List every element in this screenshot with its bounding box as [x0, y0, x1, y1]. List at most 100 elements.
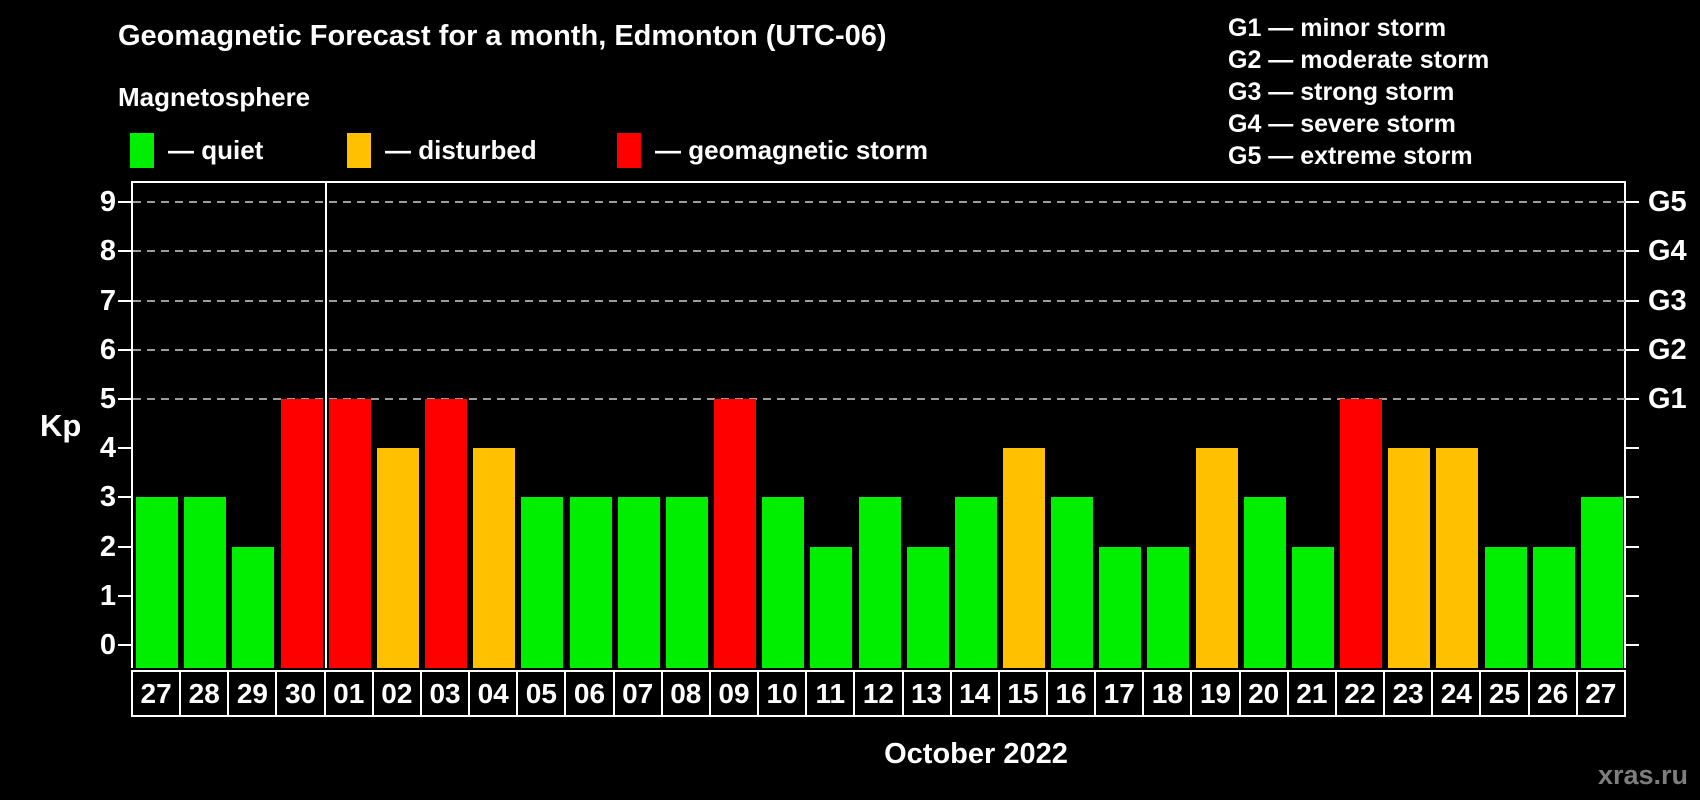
kp-bar — [762, 497, 805, 668]
date-cell: 10 — [757, 672, 805, 715]
date-cell: 30 — [275, 672, 323, 715]
gridline-kp5 — [133, 397, 1626, 400]
right-axis-tick — [1626, 397, 1639, 400]
date-cell: 14 — [949, 672, 998, 715]
date-cell: 18 — [1142, 672, 1190, 715]
kp-bar — [328, 398, 371, 668]
date-cell: 07 — [612, 672, 661, 715]
y-axis-tick — [118, 348, 131, 351]
kp-bar — [1388, 448, 1431, 668]
date-cell: 13 — [901, 672, 950, 715]
y-axis-title: Kp — [40, 408, 82, 443]
right-axis-label-g5: G5 — [1648, 186, 1687, 219]
y-axis-tick — [118, 447, 131, 450]
kp-bar — [665, 497, 708, 668]
date-cell: 17 — [1094, 672, 1142, 715]
date-cell: 26 — [1527, 672, 1576, 715]
y-axis-tick-label: 4 — [99, 432, 116, 465]
date-cell: 20 — [1238, 672, 1287, 715]
disturbed-swatch-icon — [347, 133, 371, 168]
y-axis-tick-label: 9 — [99, 186, 116, 219]
y-axis-tick — [118, 397, 131, 400]
kp-bar — [714, 398, 757, 668]
right-axis-tick — [1626, 594, 1639, 597]
kp-bar — [1580, 497, 1623, 668]
right-axis-tick — [1626, 447, 1639, 450]
y-axis-tick-label: 3 — [99, 481, 116, 514]
right-axis-tick — [1626, 299, 1639, 302]
date-cell: 25 — [1479, 672, 1527, 715]
kp-bar — [232, 546, 275, 668]
date-cell: 21 — [1286, 672, 1335, 715]
gridline-kp6 — [133, 348, 1626, 351]
date-cell: 08 — [660, 672, 709, 715]
kp-bar — [1532, 546, 1575, 668]
legend-item-storm: — geomagnetic storm — [617, 133, 928, 168]
date-cell: 03 — [419, 672, 468, 715]
date-cell: 24 — [1431, 672, 1479, 715]
date-cell: 01 — [323, 672, 372, 715]
right-axis-label-g1: G1 — [1648, 382, 1687, 415]
kp-bar — [617, 497, 660, 668]
right-axis-label-g2: G2 — [1648, 333, 1687, 366]
right-axis-tick — [1626, 250, 1639, 253]
x-axis-title: October 2022 — [884, 738, 1068, 770]
kp-bar — [136, 497, 179, 668]
right-axis-tick — [1626, 348, 1639, 351]
date-cell: 11 — [805, 672, 853, 715]
date-cell: 05 — [516, 672, 564, 715]
date-cell: 16 — [1045, 672, 1094, 715]
y-axis-tick-label: 5 — [99, 382, 116, 415]
y-axis-tick — [118, 201, 131, 204]
y-axis-tick — [118, 299, 131, 302]
activity-legend: — quiet — disturbed — geomagnetic storm — [0, 133, 1700, 168]
quiet-swatch-icon — [130, 133, 154, 168]
legend-label-quiet: — quiet — [168, 135, 264, 165]
date-cell: 29 — [227, 672, 275, 715]
y-axis-tick-label: 2 — [99, 530, 116, 563]
y-axis-tick — [118, 594, 131, 597]
kp-bar — [473, 448, 516, 668]
storm-scale-line-4: G4 — severe storm — [1228, 110, 1456, 138]
kp-bar — [569, 497, 612, 668]
kp-bar — [1051, 497, 1094, 668]
gridline-kp8 — [133, 250, 1626, 253]
chart-subtitle: Magnetosphere — [118, 82, 311, 112]
date-cell: 27 — [140, 677, 172, 709]
date-cell: 19 — [1190, 672, 1238, 715]
y-axis-tick-label: 1 — [99, 579, 116, 612]
y-axis-tick-label: 0 — [99, 628, 116, 661]
plot-frame — [131, 181, 1626, 668]
kp-bar — [1484, 546, 1527, 668]
storm-swatch-icon — [617, 133, 641, 168]
legend-label-storm: — geomagnetic storm — [655, 135, 929, 165]
right-axis-label-g4: G4 — [1648, 235, 1687, 268]
y-axis-tick-label: 8 — [99, 235, 116, 268]
date-cell: 09 — [708, 672, 757, 715]
gridline-kp7 — [133, 299, 1626, 302]
right-axis-tick — [1626, 545, 1639, 548]
y-axis-tick-label: 6 — [99, 333, 116, 366]
kp-bar — [184, 497, 227, 668]
kp-bar — [954, 497, 997, 668]
kp-bar — [1002, 448, 1045, 668]
storm-scale-line-1: G1 — minor storm — [1228, 14, 1447, 42]
y-axis-tick — [118, 250, 131, 253]
storm-scale-line-2: G2 — moderate storm — [1228, 46, 1490, 74]
date-cell: 15 — [997, 672, 1046, 715]
right-axis-tick — [1626, 201, 1639, 204]
storm-scale-line-3: G3 — strong storm — [1228, 78, 1455, 106]
y-axis-tick — [118, 643, 131, 646]
y-axis-tick — [118, 496, 131, 499]
watermark: xras.ru — [1597, 760, 1688, 790]
storm-scale-legend: G1 — minor storm G2 — moderate storm G3 — … — [1228, 12, 1489, 172]
gridline-kp9 — [133, 201, 1626, 204]
right-axis-tick — [1626, 643, 1639, 646]
date-cell: 06 — [564, 672, 612, 715]
x-axis-date-row: 27 28 29 30 01 02 03 04 05 06 07 08 09 10 11 12 13 14 15 16… — [131, 670, 1626, 717]
right-axis-tick — [1626, 496, 1639, 499]
legend-item-quiet: — quiet — [130, 133, 263, 168]
date-cell: 28 — [179, 672, 227, 715]
